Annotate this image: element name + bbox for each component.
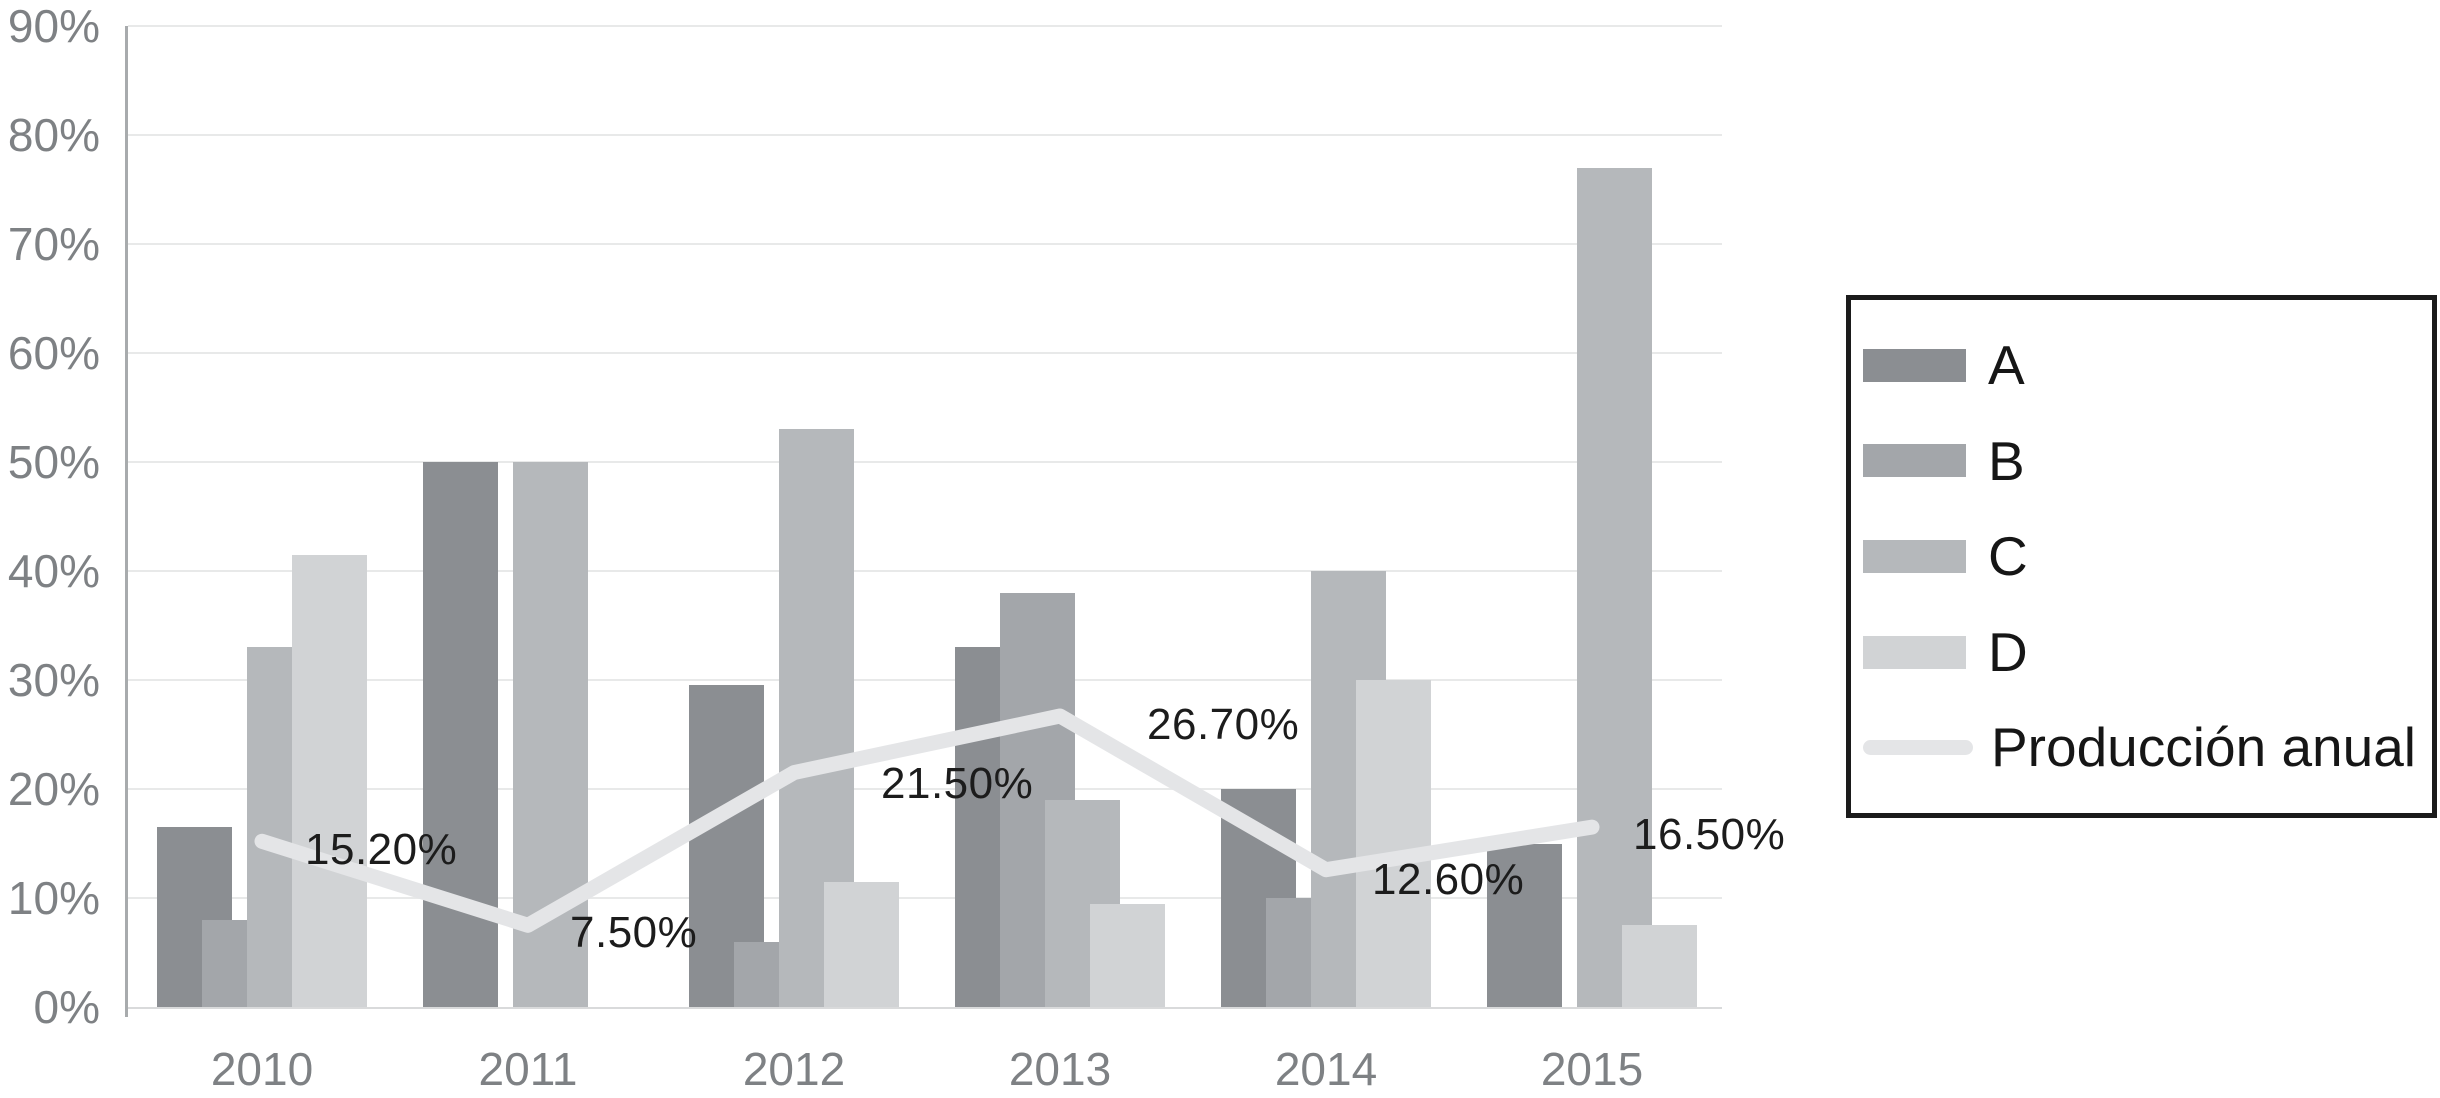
legend-label-A: A: [1988, 334, 2025, 397]
legend-label-D: D: [1988, 620, 2028, 683]
x-axis-label-2014: 2014: [1274, 1043, 1378, 1095]
legend-swatch-B: [1863, 444, 1966, 478]
y-axis-label-40%: 40%: [7, 545, 100, 597]
gridline-10%: [128, 897, 1722, 899]
x-axis-label-2012: 2012: [742, 1043, 846, 1095]
gridline-90%: [128, 25, 1722, 27]
legend-label-B: B: [1988, 429, 2025, 492]
y-axis-label-80%: 80%: [7, 109, 100, 161]
legend-swatch-D: [1863, 635, 1966, 669]
y-axis-label-70%: 70%: [7, 218, 100, 270]
x-axis-label-2011: 2011: [478, 1043, 578, 1095]
line-data-label-2015: 16.50%: [1633, 810, 1786, 860]
line-data-label-2011: 7.50%: [570, 908, 698, 958]
bar-2015-A: [1487, 843, 1562, 1007]
bar-2015-D: [1622, 925, 1697, 1007]
line-data-label-2014: 12.60%: [1372, 854, 1525, 904]
gridline-20%: [128, 788, 1722, 790]
gridline-80%: [128, 134, 1722, 136]
x-axis-line: [128, 1007, 1722, 1009]
legend-label-C: C: [1988, 525, 2028, 588]
gridline-40%: [128, 570, 1722, 572]
gridline-70%: [128, 243, 1722, 245]
legend-item-B: B: [1863, 431, 2432, 492]
y-axis-label-10%: 10%: [7, 872, 100, 924]
legend-swatch-C: [1863, 539, 1966, 573]
legend-label-produccion-anual: Producción anual: [1991, 716, 2417, 779]
legend-item-D: D: [1863, 622, 2432, 683]
y-axis-label-90%: 90%: [7, 0, 100, 52]
x-axis-label-2013: 2013: [1008, 1043, 1112, 1095]
plot-area: 15.20% 7.50% 21.50% 26.70% 12.60% 16.50%: [125, 25, 1785, 1017]
legend-item-A: A: [1863, 335, 2432, 396]
legend-item-C: C: [1863, 526, 2432, 587]
x-axis-label-2015: 2015: [1540, 1043, 1644, 1095]
gridline-50%: [128, 461, 1722, 463]
bar-2010-D: [292, 554, 367, 1007]
produccion-anual-line-layer: [254, 708, 1600, 933]
produccion-anual-line: [254, 708, 1600, 933]
gridline-60%: [128, 352, 1722, 354]
y-axis-line: [125, 26, 128, 1017]
y-axis-label-30%: 30%: [7, 654, 100, 706]
y-axis-label-0%: 0%: [33, 981, 100, 1033]
legend-line-swatch-produccion-anual: [1863, 740, 1973, 756]
x-axis-label-2010: 2010: [210, 1043, 314, 1095]
line-data-label-2012: 21.50%: [881, 758, 1034, 808]
bar-2014-D: [1356, 680, 1431, 1007]
line-data-label-2010: 15.20%: [305, 825, 458, 875]
bar-2012-D: [824, 881, 899, 1007]
y-axis-label-20%: 20%: [7, 763, 100, 815]
line-data-label-2013: 26.70%: [1147, 699, 1300, 749]
y-axis-label-60%: 60%: [7, 327, 100, 379]
legend-item-produccion-anual: Producción anual: [1863, 717, 2432, 778]
y-axis-label-50%: 50%: [7, 436, 100, 488]
legend-swatch-A: [1863, 348, 1966, 382]
bar-2015-C: [1577, 167, 1652, 1007]
bar-2013-D: [1090, 903, 1165, 1007]
legend: A B C D Producción anual: [1846, 295, 2437, 818]
gridline-30%: [128, 679, 1722, 681]
